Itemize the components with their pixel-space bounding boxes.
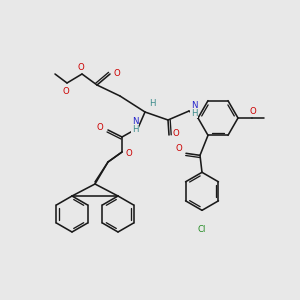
Text: H: H xyxy=(149,100,155,109)
Text: O: O xyxy=(176,144,182,153)
Text: Cl: Cl xyxy=(198,225,206,234)
Text: O: O xyxy=(126,148,132,158)
Text: O: O xyxy=(114,68,120,77)
Text: O: O xyxy=(172,130,179,139)
Text: N: N xyxy=(132,116,138,125)
Text: O: O xyxy=(63,86,69,95)
Text: H: H xyxy=(132,124,138,134)
Text: O: O xyxy=(250,106,256,116)
Text: O: O xyxy=(78,62,84,71)
Text: N: N xyxy=(191,100,197,109)
Text: O: O xyxy=(97,122,104,131)
Text: H: H xyxy=(191,109,197,118)
